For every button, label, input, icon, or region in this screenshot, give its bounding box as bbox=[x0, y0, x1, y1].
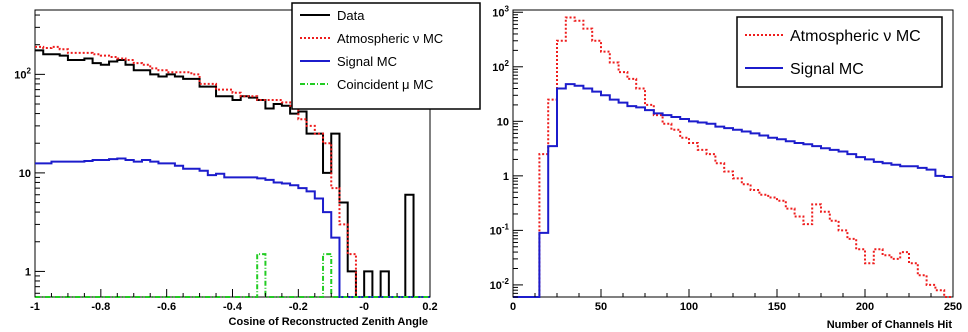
right-y-tick-label: 10-1 bbox=[490, 222, 510, 237]
left-x-tick-label: -0.4 bbox=[223, 301, 243, 313]
right-y-tick-label: 10 bbox=[497, 116, 509, 128]
right-legend: Atmospheric ν MC Signal MC bbox=[736, 16, 943, 88]
left-legend-label-atmospheric: Atmospheric ν MC bbox=[337, 31, 443, 46]
left-x-tick-label: -1 bbox=[30, 301, 40, 313]
left-legend-label-signal: Signal MC bbox=[337, 54, 397, 69]
left-x-tick-label: -0.6 bbox=[157, 301, 176, 313]
right-x-axis-title: Number of Channels Hit bbox=[827, 319, 953, 331]
left-legend-box bbox=[291, 2, 481, 110]
left-x-tick-label: -0.2 bbox=[289, 301, 308, 313]
left-axis-ticks: -1 -0.8 -0.6 -0.4 -0.2 -0 0.2 1 10 102 bbox=[14, 14, 438, 313]
right-series-group bbox=[513, 16, 953, 298]
right-legend-box bbox=[736, 16, 943, 88]
right-x-tick-label: 200 bbox=[856, 301, 874, 313]
left-x-axis-title: Cosine of Reconstructed Zenith Angle bbox=[229, 316, 428, 328]
right-y-tick-label: 103 bbox=[492, 4, 509, 19]
right-chart: 0 50 100 150 200 250 10-2 10-1 1 10 102 103 Number … bbox=[490, 4, 963, 331]
right-y-tick-label: 102 bbox=[492, 59, 509, 74]
left-legend-entry-signal: Signal MC bbox=[300, 54, 397, 69]
left-series-atmospheric-mc bbox=[35, 45, 430, 298]
right-y-tick-label: 10-2 bbox=[490, 277, 510, 292]
left-y-tick-label: 1 bbox=[25, 266, 31, 278]
left-y-tick-label: 10 bbox=[19, 168, 31, 180]
left-legend-label-data: Data bbox=[337, 8, 365, 23]
right-y-tick-label: 1 bbox=[503, 171, 509, 183]
right-x-tick-label: 0 bbox=[510, 301, 516, 313]
right-x-tick-label: 250 bbox=[944, 301, 962, 313]
left-x-tick-label: -0.8 bbox=[91, 301, 110, 313]
right-x-tick-label: 150 bbox=[768, 301, 786, 313]
right-legend-entry-atmospheric: Atmospheric ν MC bbox=[745, 28, 921, 45]
right-legend-entry-signal: Signal MC bbox=[745, 61, 864, 78]
right-legend-label-signal: Signal MC bbox=[790, 61, 864, 78]
right-legend-label-atmospheric: Atmospheric ν MC bbox=[790, 28, 921, 45]
right-x-tick-label: 100 bbox=[680, 301, 698, 313]
left-x-tick-label: 0.2 bbox=[422, 301, 437, 313]
right-series-atmospheric-mc bbox=[513, 16, 953, 298]
left-legend-label-coincident: Coincident μ MC bbox=[337, 77, 433, 92]
left-y-tick-label: 102 bbox=[14, 66, 31, 81]
left-x-tick-label: -0 bbox=[359, 301, 369, 313]
left-legend-entry-data: Data bbox=[300, 8, 365, 23]
left-legend-entry-atmospheric: Atmospheric ν MC bbox=[300, 31, 443, 46]
right-series-signal-mc bbox=[513, 83, 953, 298]
right-x-tick-label: 50 bbox=[595, 301, 607, 313]
left-series-signal-mc bbox=[35, 157, 430, 298]
right-axis-ticks: 0 50 100 150 200 250 10-2 10-1 1 10 102 103 bbox=[490, 4, 963, 313]
left-legend: Data Atmospheric ν MC Signal MC Coincide… bbox=[291, 2, 481, 110]
left-chart: -1 -0.8 -0.6 -0.4 -0.2 -0 0.2 1 10 102 Cosine of … bbox=[14, 2, 481, 328]
left-legend-entry-coincident: Coincident μ MC bbox=[300, 77, 433, 92]
